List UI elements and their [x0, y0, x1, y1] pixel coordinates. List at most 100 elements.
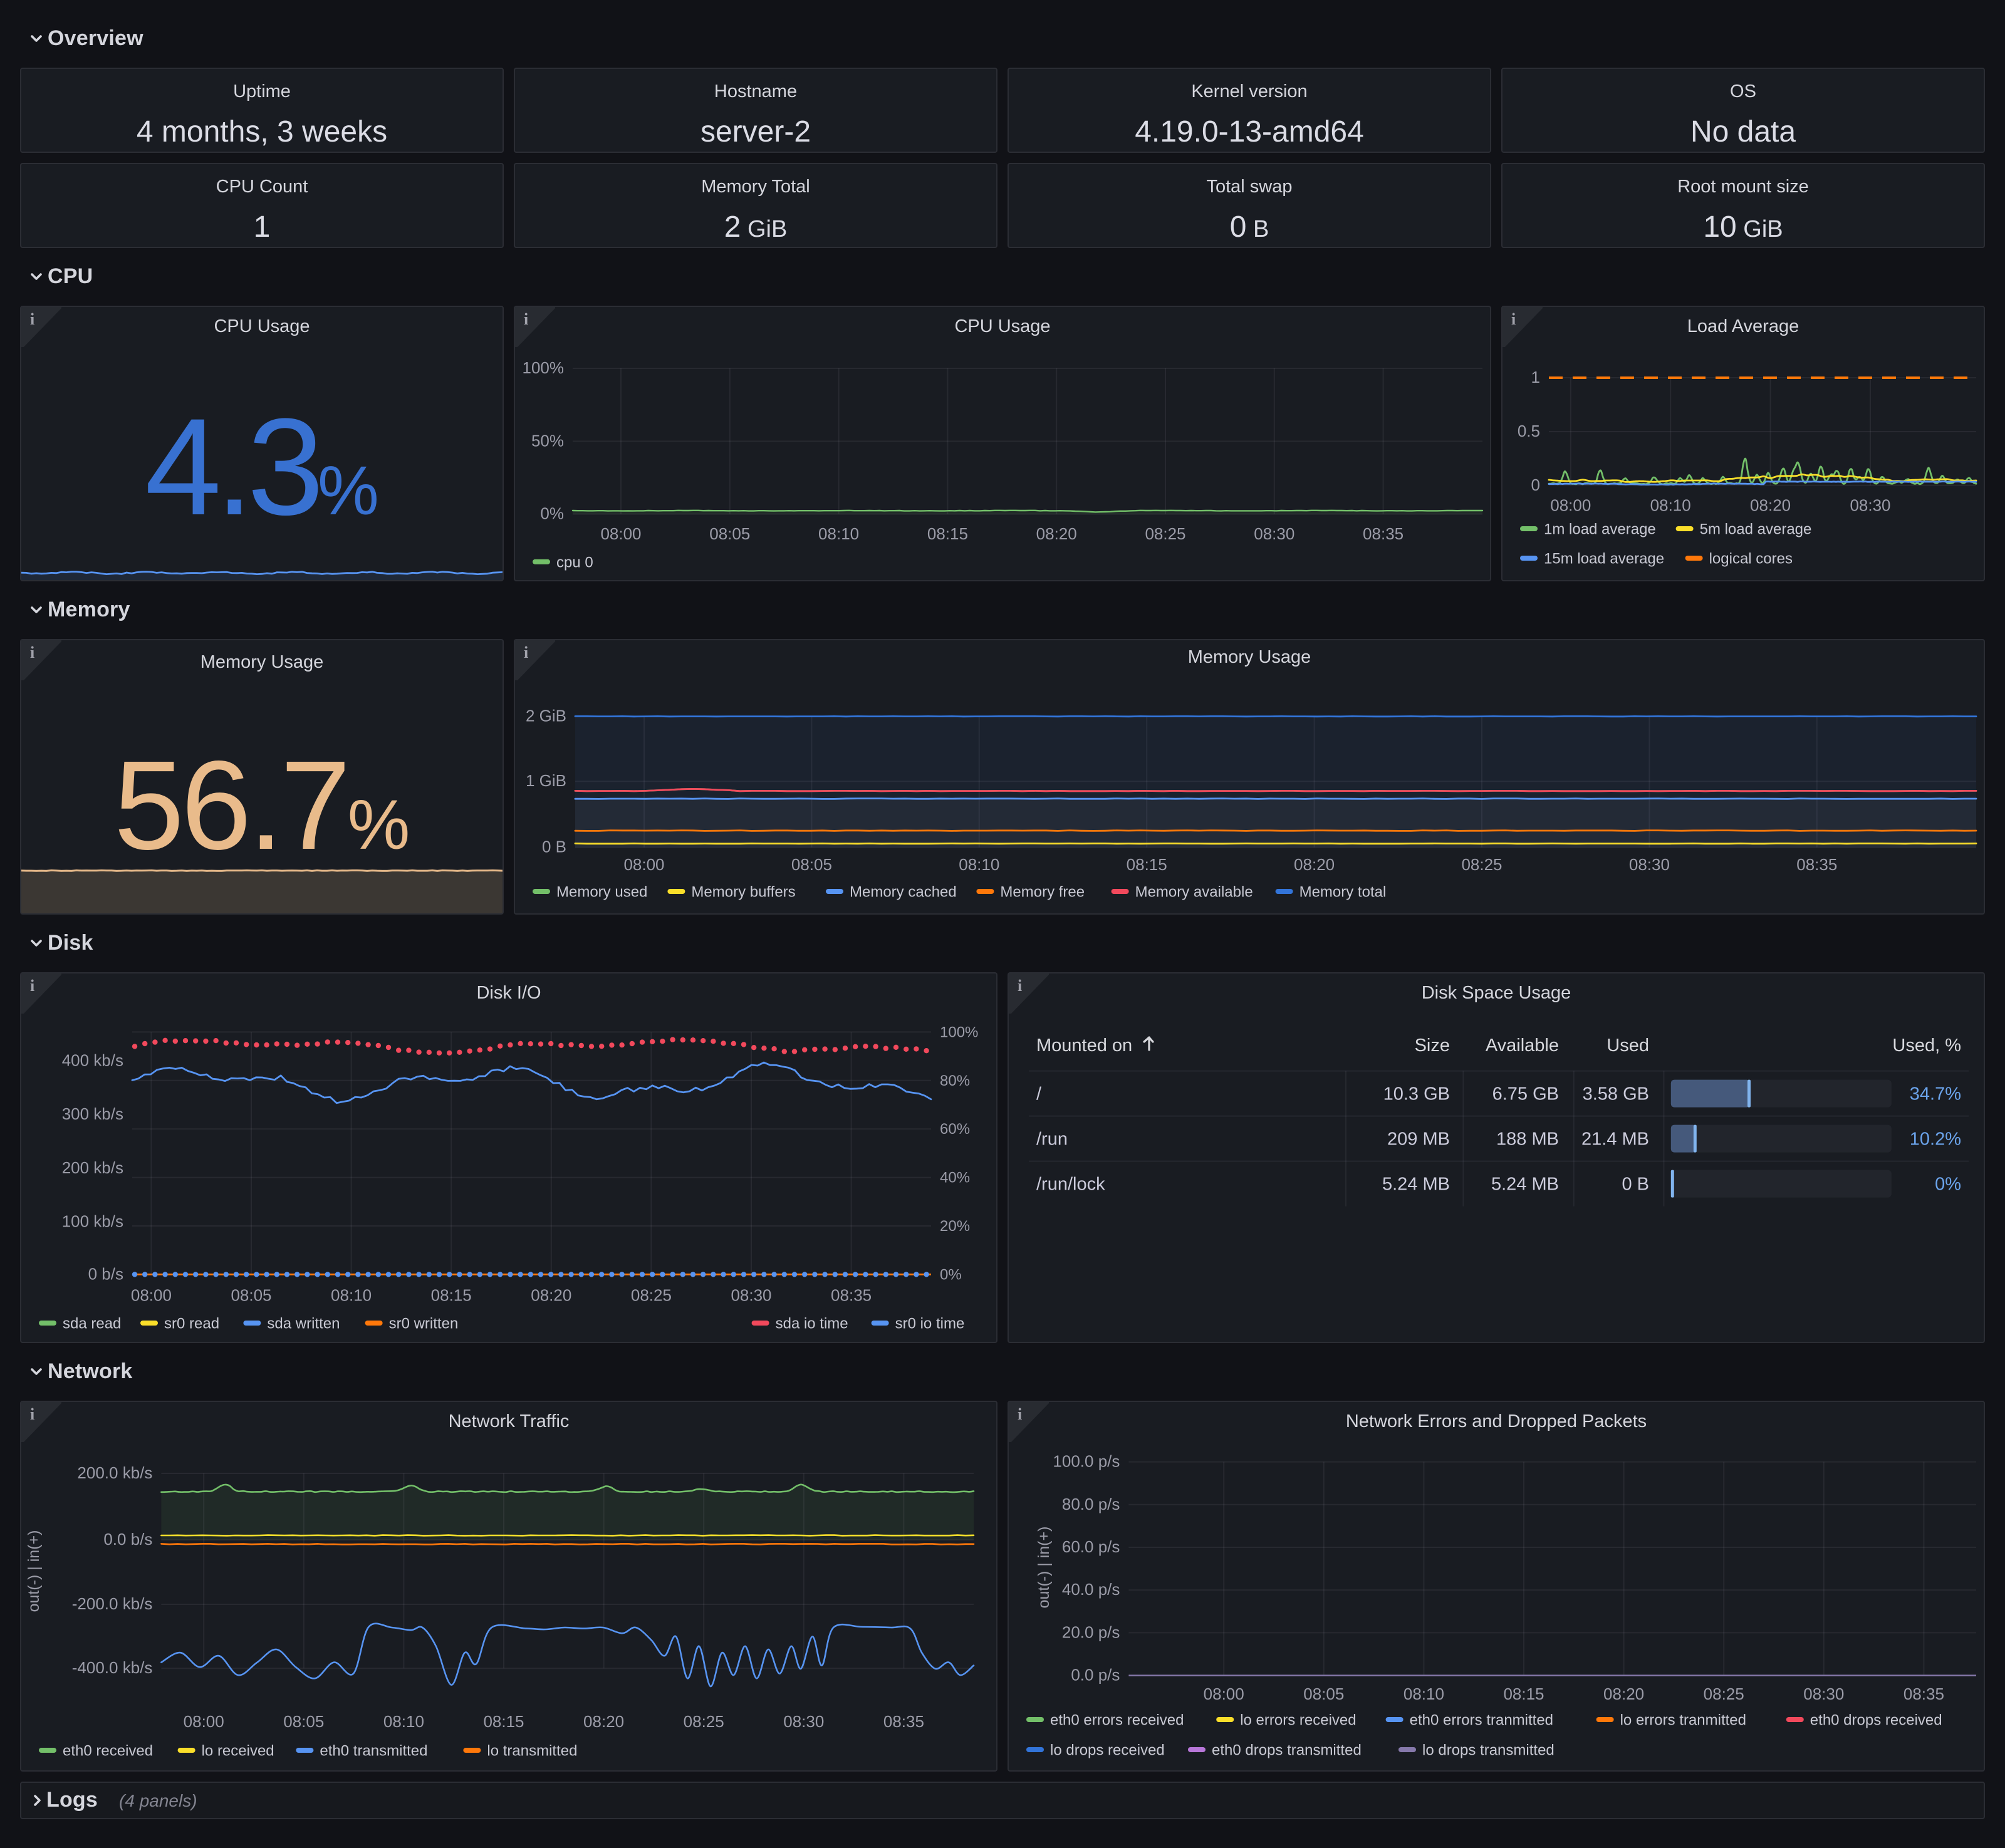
- svg-text:20.0 p/s: 20.0 p/s: [1062, 1622, 1120, 1641]
- svg-text:Memory cached: Memory cached: [850, 883, 957, 900]
- svg-text:08:15: 08:15: [483, 1712, 524, 1731]
- svg-text:sr0 written: sr0 written: [389, 1315, 459, 1332]
- svg-text:400 kb/s: 400 kb/s: [62, 1051, 123, 1070]
- svg-text:08:35: 08:35: [1903, 1684, 1944, 1703]
- svg-text:Kernel version: Kernel version: [1191, 81, 1307, 101]
- svg-text:08:30: 08:30: [1629, 855, 1670, 874]
- svg-text:0%: 0%: [540, 504, 564, 523]
- svg-text:/run: /run: [1036, 1129, 1068, 1150]
- svg-text:08:20: 08:20: [1294, 855, 1335, 874]
- svg-text:Memory free: Memory free: [1000, 883, 1085, 900]
- svg-text:08:30: 08:30: [783, 1712, 824, 1731]
- svg-text:lo drops received: lo drops received: [1050, 1742, 1165, 1758]
- svg-text:08:25: 08:25: [631, 1286, 672, 1305]
- svg-text:80.0 p/s: 80.0 p/s: [1062, 1495, 1120, 1513]
- svg-text:sda io time: sda io time: [776, 1315, 848, 1332]
- svg-text:21.4 MB: 21.4 MB: [1581, 1129, 1649, 1150]
- svg-text:08:10: 08:10: [818, 524, 859, 543]
- svg-text:cpu 0: cpu 0: [556, 554, 593, 571]
- svg-text:80%: 80%: [940, 1072, 970, 1089]
- svg-text:0 B: 0 B: [1622, 1175, 1649, 1195]
- svg-text:1 GiB: 1 GiB: [526, 771, 566, 790]
- svg-text:Total swap: Total swap: [1206, 177, 1292, 197]
- svg-text:08:05: 08:05: [1303, 1684, 1344, 1703]
- svg-text:eth0 drops received: eth0 drops received: [1810, 1711, 1942, 1728]
- svg-text:0.0 b/s: 0.0 b/s: [103, 1530, 152, 1549]
- svg-text:lo transmitted: lo transmitted: [487, 1742, 577, 1759]
- svg-text:-400.0 kb/s: -400.0 kb/s: [72, 1658, 153, 1677]
- svg-text:5.24 MB: 5.24 MB: [1491, 1175, 1559, 1195]
- svg-text:100.0 p/s: 100.0 p/s: [1053, 1452, 1120, 1471]
- svg-text:0.5: 0.5: [1518, 422, 1540, 440]
- svg-text:eth0 drops transmitted: eth0 drops transmitted: [1212, 1742, 1362, 1758]
- svg-text:08:10: 08:10: [383, 1712, 424, 1731]
- svg-text:Mounted on: Mounted on: [1036, 1036, 1132, 1056]
- svg-text:20%: 20%: [940, 1218, 970, 1235]
- svg-text:Network Errors and Dropped Pac: Network Errors and Dropped Packets: [1346, 1411, 1647, 1431]
- svg-text:08:05: 08:05: [283, 1712, 324, 1731]
- svg-text:lo drops transmitted: lo drops transmitted: [1422, 1742, 1555, 1758]
- svg-text:08:30: 08:30: [1850, 496, 1890, 515]
- svg-text:1: 1: [1531, 368, 1540, 387]
- svg-text:08:20: 08:20: [1750, 496, 1791, 515]
- svg-text:CPU Count: CPU Count: [216, 177, 308, 197]
- svg-text:5m load average: 5m load average: [1700, 521, 1812, 537]
- svg-text:08:30: 08:30: [1254, 524, 1294, 543]
- svg-text:CPU Usage: CPU Usage: [214, 316, 310, 336]
- svg-text:100 kb/s: 100 kb/s: [62, 1212, 123, 1231]
- svg-text:0%: 0%: [1935, 1175, 1961, 1195]
- svg-text:08:00: 08:00: [623, 855, 664, 874]
- svg-text:08:15: 08:15: [431, 1286, 472, 1305]
- svg-text:2 GiB: 2 GiB: [724, 210, 788, 244]
- svg-text:/run/lock: /run/lock: [1036, 1175, 1105, 1195]
- svg-text:08:00: 08:00: [600, 524, 641, 543]
- svg-text:08:20: 08:20: [583, 1712, 624, 1731]
- svg-text:08:30: 08:30: [1803, 1684, 1844, 1703]
- svg-text:200.0 kb/s: 200.0 kb/s: [77, 1463, 152, 1482]
- svg-text:08:25: 08:25: [1461, 855, 1502, 874]
- svg-text:5.24 MB: 5.24 MB: [1382, 1175, 1450, 1195]
- svg-text:Available: Available: [1486, 1036, 1559, 1056]
- svg-text:sr0 read: sr0 read: [164, 1315, 219, 1332]
- svg-text:08:10: 08:10: [1404, 1684, 1444, 1703]
- svg-text:Disk Space Usage: Disk Space Usage: [1422, 983, 1571, 1003]
- svg-text:60.0 p/s: 60.0 p/s: [1062, 1537, 1120, 1556]
- svg-text:08:20: 08:20: [531, 1286, 571, 1305]
- svg-text:OS: OS: [1730, 81, 1756, 101]
- svg-text:08:05: 08:05: [791, 855, 832, 874]
- svg-text:08:15: 08:15: [1127, 855, 1167, 874]
- svg-text:0 B: 0 B: [542, 838, 566, 856]
- svg-text:out(-) | in(+): out(-) | in(+): [25, 1530, 43, 1612]
- svg-text:Load Average: Load Average: [1687, 316, 1799, 336]
- svg-text:Uptime: Uptime: [233, 81, 291, 101]
- svg-text:eth0 errors tranmitted: eth0 errors tranmitted: [1410, 1711, 1553, 1728]
- svg-text:0 b/s: 0 b/s: [88, 1264, 123, 1283]
- svg-text:Memory Usage: Memory Usage: [1188, 647, 1311, 667]
- svg-text:Used, %: Used, %: [1892, 1036, 1961, 1056]
- svg-text:logical cores: logical cores: [1709, 550, 1793, 567]
- svg-text:0%: 0%: [940, 1266, 962, 1283]
- svg-text:lo received: lo received: [202, 1742, 274, 1759]
- svg-text:4.3%: 4.3%: [145, 390, 379, 544]
- svg-text:08:00: 08:00: [1550, 496, 1591, 515]
- svg-text:08:25: 08:25: [1145, 524, 1185, 543]
- svg-text:/: /: [1036, 1084, 1042, 1104]
- svg-text:sr0 io time: sr0 io time: [895, 1315, 965, 1332]
- svg-text:1m load average: 1m load average: [1544, 521, 1656, 537]
- svg-text:-200.0 kb/s: -200.0 kb/s: [72, 1594, 153, 1613]
- svg-text:300 kb/s: 300 kb/s: [62, 1104, 123, 1123]
- svg-text:0.0 p/s: 0.0 p/s: [1071, 1666, 1120, 1684]
- svg-text:Memory used: Memory used: [556, 883, 647, 900]
- svg-text:Memory total: Memory total: [1299, 883, 1387, 900]
- svg-text:08:35: 08:35: [831, 1286, 872, 1305]
- svg-text:08:30: 08:30: [731, 1286, 771, 1305]
- svg-text:6.75 GB: 6.75 GB: [1492, 1084, 1559, 1104]
- svg-text:No data: No data: [1690, 115, 1796, 148]
- svg-text:34.7%: 34.7%: [1910, 1084, 1961, 1104]
- svg-text:209 MB: 209 MB: [1387, 1129, 1450, 1150]
- svg-text:1: 1: [254, 210, 271, 244]
- svg-text:08:35: 08:35: [1363, 524, 1404, 543]
- svg-text:3.58 GB: 3.58 GB: [1583, 1084, 1649, 1104]
- svg-text:4 months, 3 weeks: 4 months, 3 weeks: [137, 115, 387, 148]
- svg-text:08:10: 08:10: [331, 1286, 372, 1305]
